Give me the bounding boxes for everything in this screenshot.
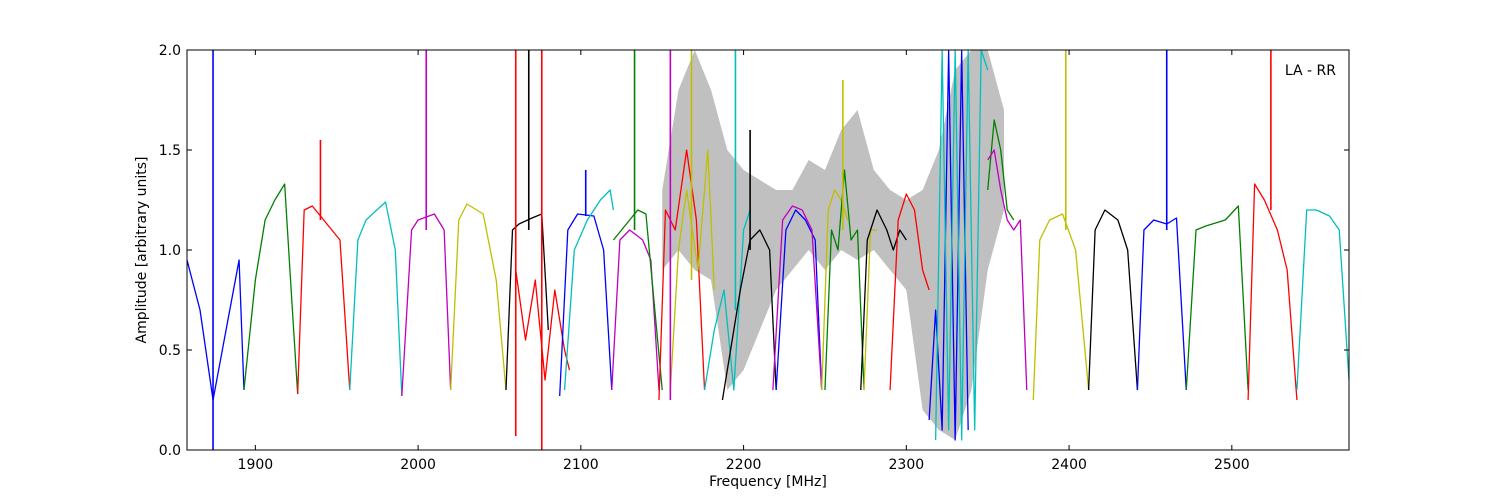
- background-envelope: [662, 50, 1004, 440]
- series-line-29: [1136, 217, 1187, 391]
- series-line-19: [824, 169, 865, 391]
- x-tick-label: 2300: [889, 457, 925, 473]
- y-axis-label: Amplitude [arbitrary units]: [134, 157, 150, 344]
- x-tick-label: 2200: [726, 457, 762, 473]
- series-line-6: [505, 213, 549, 391]
- series-line-1: [243, 183, 299, 395]
- series-line-7: [515, 269, 571, 381]
- series-line-5: [449, 203, 507, 391]
- series-line-9: [563, 189, 615, 391]
- series-line-0: [187, 259, 245, 401]
- series-line-32: [1296, 209, 1349, 391]
- y-tick-label: 0.0: [159, 443, 181, 459]
- spike-group: [212, 50, 1272, 450]
- x-axis-label: Frequency [MHz]: [709, 474, 827, 490]
- x-tick-label: 2500: [1214, 457, 1250, 473]
- x-axis-ticks: 1900 2000 2100 2200 2300 2400 2500: [238, 50, 1250, 473]
- x-tick-label: 2100: [563, 457, 599, 473]
- y-tick-label: 1.5: [159, 143, 181, 159]
- series-line-24: [934, 50, 989, 441]
- series-line-22: [889, 193, 930, 391]
- x-tick-label: 2000: [400, 457, 436, 473]
- series-line-3: [349, 201, 403, 397]
- series-line-21: [860, 209, 907, 391]
- series-line-27: [1032, 213, 1090, 401]
- y-tick-label: 1.0: [159, 243, 181, 259]
- series-line-11: [612, 209, 663, 391]
- series-line-25: [987, 119, 1015, 221]
- series-line-16: [775, 209, 823, 391]
- series-line-28: [1087, 209, 1139, 391]
- series-line-17: [772, 205, 823, 391]
- series-line-30: [1185, 205, 1249, 391]
- x-tick-label: 2400: [1051, 457, 1087, 473]
- series-line-14: [703, 209, 751, 391]
- series-line-23: [928, 50, 969, 441]
- series-line-31: [1247, 183, 1298, 401]
- background-envelope-band: [662, 50, 1004, 440]
- x-tick-label: 1900: [238, 457, 274, 473]
- series-line-26: [987, 149, 1028, 391]
- series-line-12: [658, 149, 706, 401]
- chart-annotation: LA - RR: [1285, 63, 1336, 79]
- y-axis-ticks: 0.0 0.5 1.0 1.5 2.0: [159, 43, 1349, 459]
- series-line-13: [669, 149, 715, 391]
- y-tick-label: 0.5: [159, 343, 181, 359]
- y-tick-label: 2.0: [159, 43, 181, 59]
